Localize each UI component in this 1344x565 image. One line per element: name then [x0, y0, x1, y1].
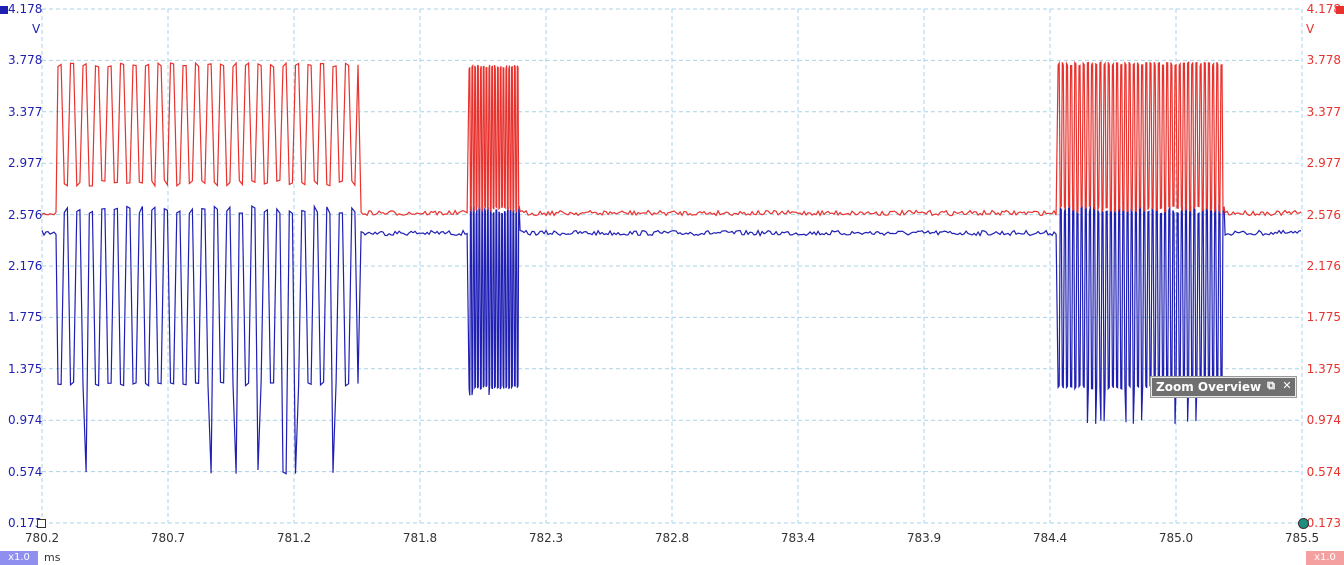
- right-ruler-handle[interactable]: [1298, 518, 1309, 529]
- left-y-tick-label: 2.576: [8, 207, 43, 222]
- right-y-tick-label: 1.775: [1306, 310, 1341, 325]
- zoom-overview-title: Zoom Overview: [1156, 380, 1262, 394]
- left-y-tick-label: 3.778: [8, 53, 43, 68]
- x-tick-label: 783.9: [906, 531, 942, 545]
- x-tick-label: 782.3: [528, 531, 564, 545]
- left-y-tick-label: 2.977: [8, 156, 43, 171]
- right-y-tick-label: 4.178: [1306, 2, 1341, 16]
- left-y-tick-label: 2.176: [8, 259, 43, 273]
- left-y-tick-label: 1.375: [8, 361, 43, 376]
- left-axis-unit: V: [32, 22, 41, 36]
- right-y-tick-label: 3.778: [1306, 53, 1341, 68]
- x-tick-label: 783.4: [780, 531, 816, 545]
- right-y-tick-label: 2.977: [1306, 156, 1341, 171]
- x-tick-label: 782.8: [654, 531, 690, 545]
- left-ruler-handle[interactable]: [37, 519, 46, 528]
- grid: [41, 8, 1303, 524]
- x-tick-label: 781.2: [276, 531, 312, 545]
- channel-b-multiplier[interactable]: x1.0: [1306, 551, 1344, 565]
- x-tick-label: 785.0: [1158, 531, 1194, 545]
- traces: [41, 60, 1302, 475]
- zoom-overview-panel[interactable]: Zoom Overview ⧉ ✕: [1151, 377, 1296, 397]
- x-tick-label: 784.4: [1032, 531, 1068, 545]
- channel-b-marker: [1336, 6, 1344, 14]
- channel-b-trace: [41, 60, 1302, 217]
- right-y-tick-label: 2.576: [1306, 207, 1341, 222]
- left-y-tick-label: 0.574: [8, 464, 43, 479]
- right-y-tick-label: 0.574: [1306, 464, 1341, 479]
- channel-a-multiplier[interactable]: x1.0: [0, 551, 38, 565]
- right-y-tick-label: 0.974: [1306, 413, 1341, 428]
- x-tick-label: 780.7: [150, 531, 186, 545]
- x-tick-label: 780.2: [24, 531, 60, 545]
- left-y-tick-label: 0.974: [8, 413, 43, 428]
- right-y-tick-label: 1.375: [1306, 361, 1341, 376]
- left-y-tick-label: 1.775: [8, 310, 43, 325]
- restore-window-icon[interactable]: ⧉: [1267, 379, 1275, 392]
- channel-a-marker: [0, 6, 8, 14]
- close-icon[interactable]: ✕: [1282, 379, 1292, 392]
- channel-a-trace: [41, 204, 1302, 475]
- right-y-tick-label: 0.173: [1306, 516, 1341, 530]
- x-tick-label: 785.5: [1284, 531, 1320, 545]
- left-y-tick-label: 0.173: [8, 516, 43, 530]
- left-y-tick-label: 3.377: [8, 104, 43, 119]
- x-tick-label: 781.8: [402, 531, 438, 545]
- x-axis-unit: ms: [44, 551, 61, 564]
- left-y-tick-label: 4.178: [8, 2, 43, 16]
- right-axis-unit: V: [1306, 22, 1315, 36]
- right-y-tick-label: 2.176: [1306, 259, 1341, 273]
- right-y-tick-label: 3.377: [1306, 104, 1341, 119]
